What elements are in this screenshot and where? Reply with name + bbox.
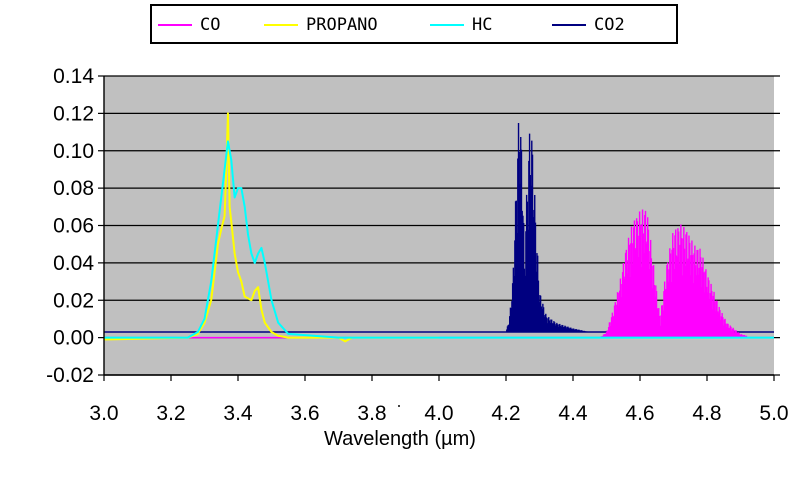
x-tick-label: 5.0 (759, 402, 788, 425)
y-tick-label: 0.14 (53, 65, 94, 88)
y-tick-label: 0.00 (53, 327, 94, 350)
x-axis-title: Wavelength (µm) (324, 428, 476, 450)
x-tick-label: 4.0 (424, 402, 453, 425)
legend-swatch-co (158, 24, 192, 26)
tick-labels: -0.02 0.00 0.02 0.04 0.06 0.08 0.10 0.12 0.14 3.0… (46, 65, 788, 425)
series-layer (103, 112, 774, 343)
legend-swatch-hc (430, 24, 464, 26)
x-tick-label: 4.2 (491, 402, 520, 425)
axes (98, 75, 775, 381)
data-line (103, 112, 439, 343)
y-tick-label: 0.04 (53, 252, 94, 275)
legend-item-co2: CO2 (552, 14, 625, 36)
y-tick-label: 0.06 (53, 215, 94, 238)
data-line (104, 140, 774, 339)
series-co (104, 209, 774, 339)
x-tick-label: 3.2 (156, 402, 185, 425)
x-tick-label: 4.6 (625, 402, 654, 425)
legend-label-propano: PROPANO (306, 15, 378, 35)
y-tick-label: 0.08 (53, 177, 94, 200)
legend: CO PROPANO HC CO2 (150, 4, 678, 44)
legend-item-co: CO (158, 14, 220, 36)
y-tick-label: 0.12 (53, 102, 94, 125)
y-tick-label: 0.02 (53, 289, 94, 312)
x-tick-label: 4.8 (692, 402, 721, 425)
y-tick-label: -0.02 (46, 364, 94, 387)
x-tick-label: 3.8 (357, 402, 386, 425)
legend-label-co2: CO2 (594, 15, 625, 35)
y-tick-label: 0.10 (53, 140, 94, 163)
series-hc (104, 140, 774, 339)
legend-label-co: CO (200, 15, 221, 35)
stray-dot (398, 405, 400, 407)
legend-label-hc: HC (472, 15, 493, 35)
x-tick-label: 4.4 (558, 402, 588, 425)
x-tick-label: 3.6 (290, 402, 319, 425)
legend-item-propano: PROPANO (264, 14, 378, 36)
legend-swatch-co2 (552, 24, 586, 26)
series-propano (103, 112, 439, 343)
x-tick-label: 3.4 (223, 402, 253, 425)
x-tick-label: 3.0 (89, 402, 118, 425)
legend-swatch-propano (264, 24, 298, 26)
legend-item-hc: HC (430, 14, 492, 36)
